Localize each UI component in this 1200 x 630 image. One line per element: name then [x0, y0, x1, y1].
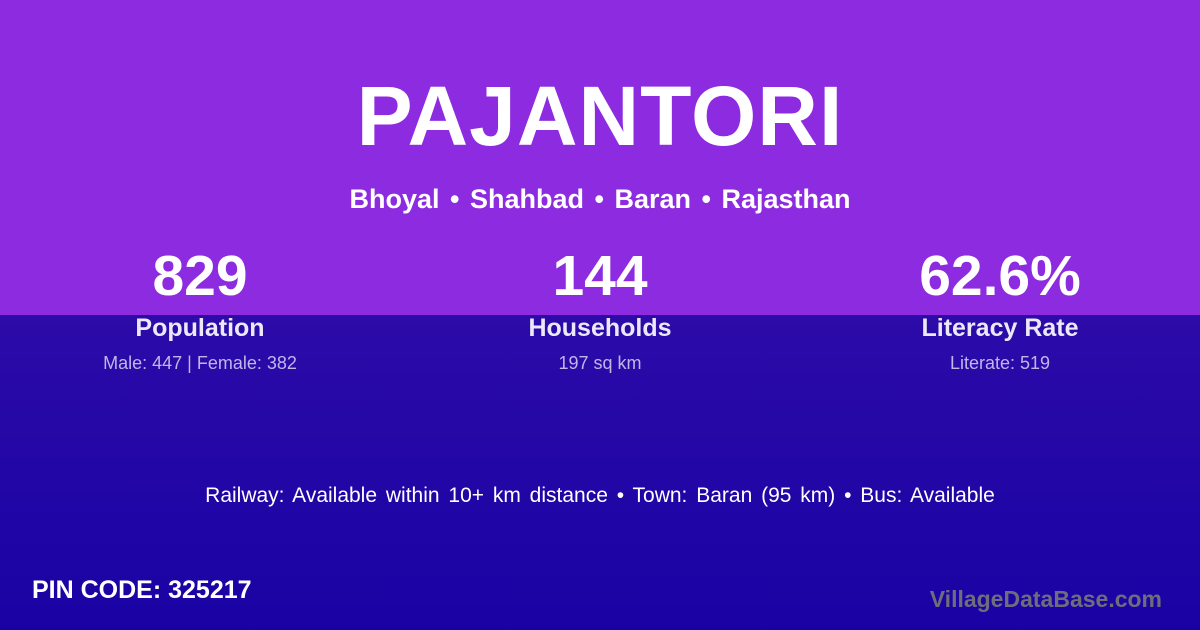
location-breadcrumb: Bhoyal • Shahbad • Baran • Rajasthan — [349, 184, 851, 214]
population-label: Population — [135, 314, 265, 342]
village-title: PAJANTORI — [356, 69, 844, 163]
transport-info-line: Railway: Available within 10+ km distanc… — [205, 484, 995, 507]
stat-literacy: 62.6% Literacy Rate Literate: 519 — [800, 248, 1200, 374]
stats-row: 829 Population Male: 447 | Female: 382 1… — [0, 248, 1200, 374]
households-value: 144 — [552, 244, 648, 308]
stat-households: 144 Households 197 sq km — [400, 248, 800, 374]
households-label: Households — [528, 314, 672, 342]
population-detail: Male: 447 | Female: 382 — [103, 352, 297, 373]
stat-population: 829 Population Male: 447 | Female: 382 — [0, 248, 400, 374]
literacy-detail: Literate: 519 — [949, 352, 1051, 373]
literacy-value: 62.6% — [919, 244, 1081, 308]
literacy-label: Literacy Rate — [921, 314, 1079, 342]
watermark-brand: VillageDataBase.com — [929, 586, 1162, 612]
population-value: 829 — [152, 244, 248, 308]
households-detail: 197 sq km — [558, 352, 642, 373]
pin-code: PIN CODE: 325217 — [32, 576, 252, 604]
